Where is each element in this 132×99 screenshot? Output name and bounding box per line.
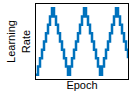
svg-text:Epoch: Epoch xyxy=(66,79,97,91)
svg-text:LearningRate: LearningRate xyxy=(5,20,31,63)
